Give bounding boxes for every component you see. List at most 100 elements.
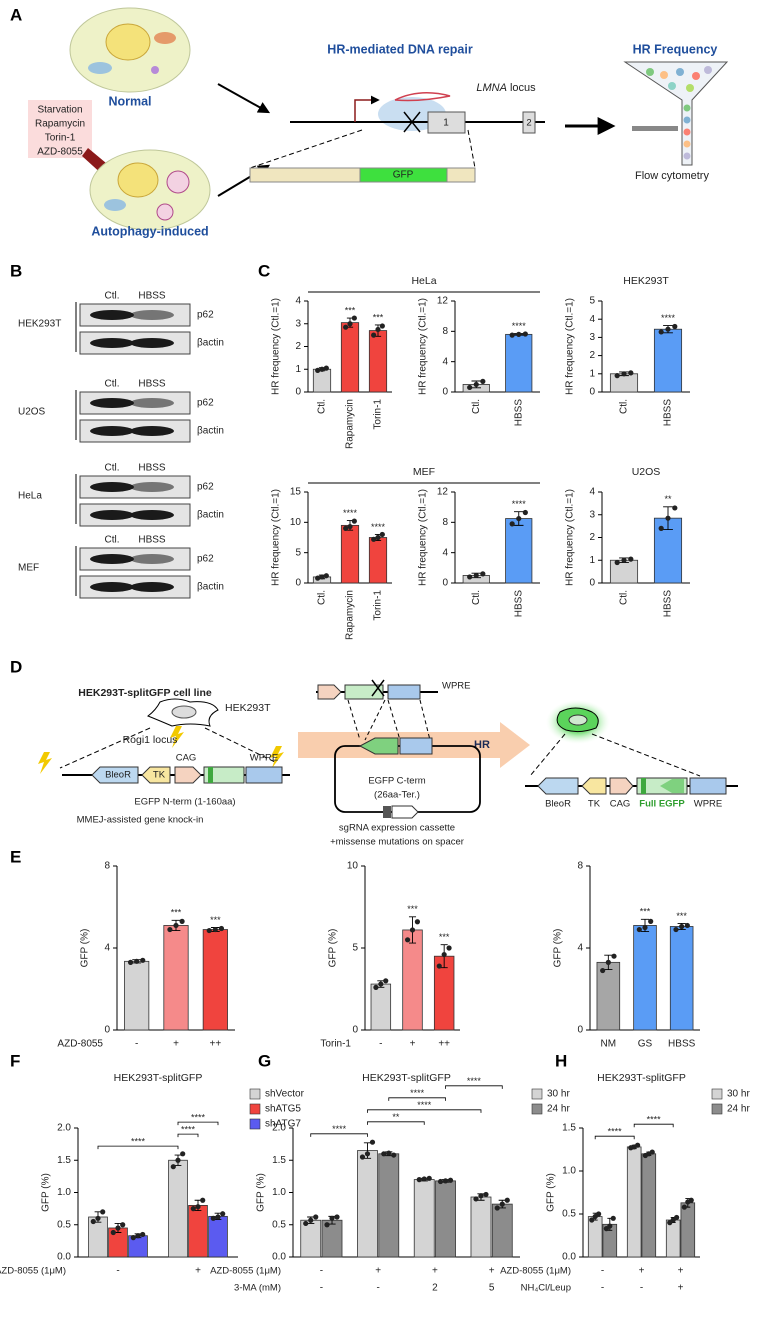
significance: **** (332, 1124, 347, 1134)
x-tick-label: HBSS (663, 590, 674, 618)
y-tick-label: 8 (577, 861, 583, 872)
data-point (642, 924, 648, 931)
locus: LMNA locus (476, 82, 536, 94)
data-point (371, 536, 377, 542)
y-tick-label: 3 (589, 509, 595, 520)
y-tick-label: 5 (352, 943, 358, 954)
data-point (665, 515, 671, 521)
x-tick-label: + (678, 1266, 684, 1277)
bar (368, 330, 388, 393)
bolt (38, 752, 52, 774)
y-axis-label: HR frequency (Ctl.=1) (271, 298, 282, 395)
data-point (175, 1157, 181, 1163)
bleor (91, 766, 139, 784)
bar (402, 929, 423, 1031)
band (130, 426, 174, 436)
data-point (658, 329, 664, 335)
significance-bracket (594, 1135, 635, 1140)
element-label: CAG (610, 799, 631, 810)
y-tick-label: 2.0 (57, 1123, 71, 1134)
x-tick-label: Torin-1 (373, 590, 384, 621)
data-point (589, 1217, 595, 1223)
element-label: WPRE (442, 681, 471, 692)
bar (163, 925, 189, 1031)
dashed (249, 129, 476, 169)
data-point (509, 521, 515, 527)
label: EGFP N-term (1-160aa) (134, 797, 235, 808)
significance: **** (191, 1112, 206, 1122)
significance: *** (676, 911, 687, 921)
y-tick-label: 4 (589, 314, 595, 325)
x-tick-label: Ctl. (619, 590, 630, 605)
data-point (351, 518, 357, 524)
y-tick-label: 2.0 (272, 1123, 286, 1134)
x-tick-label: Ctl. (471, 590, 482, 605)
x-tick-label: Ctl. (471, 399, 482, 414)
panel-label: D (10, 657, 22, 676)
data-point (610, 1215, 616, 1221)
y-tick-label: 4 (442, 356, 448, 367)
significance-bracket (177, 1121, 219, 1126)
y-tick-label: 1.5 (57, 1155, 71, 1166)
exon (522, 111, 536, 134)
significance: **** (410, 1088, 425, 1098)
y-tick-label: 0 (104, 1025, 110, 1036)
label: +missense mutations on spacer (330, 837, 464, 848)
bar (587, 1216, 603, 1258)
data-point (308, 1217, 314, 1223)
gfp (359, 167, 448, 183)
protein-label: p62 (197, 398, 214, 409)
title: HR-mediated DNA repair (327, 42, 473, 56)
data-point (206, 927, 212, 934)
significance: *** (407, 904, 418, 914)
data-point (381, 1151, 387, 1157)
data-point (120, 1222, 126, 1228)
protein-label: βactin (197, 426, 224, 437)
y-tick-label: 1 (589, 555, 595, 566)
data-point (426, 1175, 432, 1181)
bar (368, 537, 388, 584)
panel-label: F (10, 1051, 20, 1070)
bar (378, 1153, 400, 1258)
significance: *** (171, 908, 182, 918)
legend-swatch (531, 1103, 543, 1115)
treatment: Torin-1 (45, 133, 76, 144)
data-point (522, 509, 528, 516)
treatment: AZD-8055 (37, 147, 83, 158)
y-tick-label: 4 (104, 943, 110, 954)
lane-label: Ctl. (105, 379, 120, 390)
band (90, 554, 134, 564)
funnel (623, 61, 729, 166)
data-point (220, 1211, 226, 1217)
bar (124, 960, 150, 1031)
data-point (441, 951, 447, 958)
data-point (115, 1225, 121, 1231)
chart-title: HEK293T-splitGFP (597, 1072, 686, 1084)
y-axis-label: HR frequency (Ctl.=1) (418, 298, 429, 395)
x-tick-label: HBSS (513, 399, 524, 427)
significance: **** (371, 522, 386, 532)
x-tick-label: Ctl. (317, 590, 328, 605)
lane-label: Ctl. (105, 463, 120, 474)
gfp-label: GFP (393, 170, 414, 181)
y-tick-label: 3 (295, 318, 301, 329)
y-tick-label: 0.5 (562, 1209, 576, 1220)
band (90, 398, 134, 408)
bar (505, 518, 533, 584)
legend-swatch (249, 1088, 261, 1100)
data-point (130, 1235, 136, 1241)
bar (491, 1203, 513, 1258)
x-axis-label: Torin-1 (320, 1039, 351, 1050)
data-point (611, 953, 617, 959)
y-tick-label: 0 (589, 578, 595, 589)
element-label: TK (588, 799, 601, 810)
panel-label: E (10, 847, 21, 866)
x-tick-label: + (410, 1039, 416, 1050)
y-tick-label: 0 (589, 387, 595, 398)
significance: ** (664, 494, 672, 504)
data-point (447, 1177, 454, 1183)
data-point (522, 331, 528, 337)
x-tick-label: - (320, 1283, 323, 1294)
band (90, 426, 134, 436)
y-tick-label: 1 (589, 368, 595, 379)
